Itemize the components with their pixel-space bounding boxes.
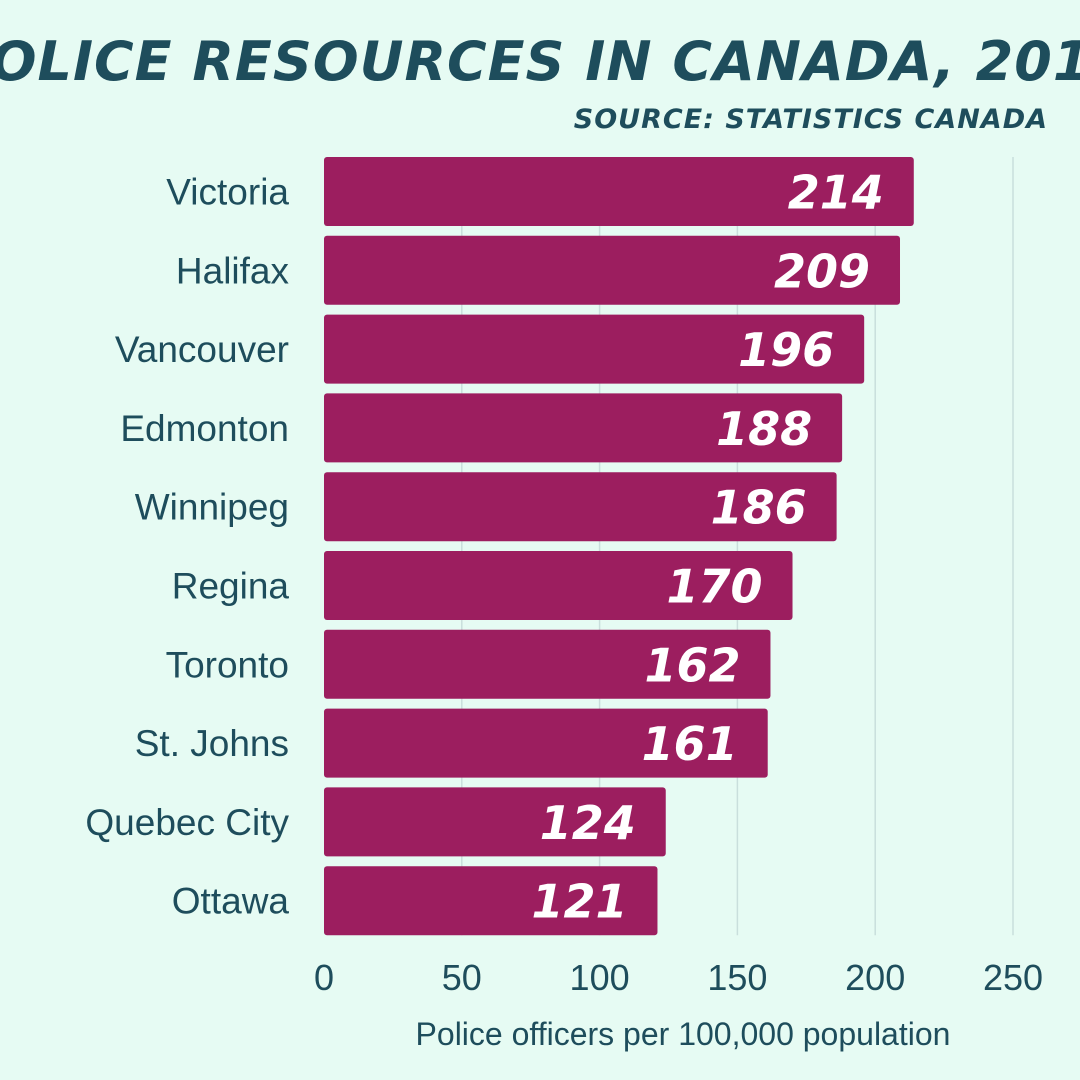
x-tick-label: 0 xyxy=(314,957,334,998)
bar xyxy=(324,157,914,226)
x-axis-title: Police officers per 100,000 population xyxy=(416,1016,951,1052)
chart-title: POLICE RESOURCES IN CANADA, 2019 xyxy=(0,30,1080,93)
value-label: 196 xyxy=(738,323,834,377)
value-label: 214 xyxy=(788,166,884,220)
bar xyxy=(324,235,901,305)
value-label: 186 xyxy=(711,481,807,535)
bar xyxy=(324,472,837,542)
x-tick-label: 200 xyxy=(845,957,905,998)
bar xyxy=(324,551,793,620)
value-label: 161 xyxy=(642,717,738,771)
category-label: Victoria xyxy=(166,172,289,213)
bar xyxy=(324,708,768,778)
x-tick-label: 250 xyxy=(983,957,1043,998)
bar xyxy=(324,866,658,936)
chart-subtitle: SOURCE: STATISTICS CANADA xyxy=(574,104,1048,135)
category-label: Edmonton xyxy=(120,408,289,449)
value-label: 124 xyxy=(540,796,636,850)
x-tick-label: 150 xyxy=(707,957,767,998)
value-label: 170 xyxy=(666,560,762,614)
x-axis-ticks: 0 50 100 150 200 250 xyxy=(314,957,1043,998)
category-label: Winnipeg xyxy=(135,487,289,528)
category-label: St. Johns xyxy=(135,723,289,764)
category-label: Regina xyxy=(172,566,290,607)
bars xyxy=(324,157,914,936)
category-label: Ottawa xyxy=(172,881,290,922)
category-label: Halifax xyxy=(176,250,290,291)
category-label: Toronto xyxy=(166,644,289,685)
category-label: Vancouver xyxy=(115,329,289,370)
x-tick-label: 100 xyxy=(570,957,630,998)
category-label: Quebec City xyxy=(85,802,289,843)
value-label: 209 xyxy=(774,244,870,298)
value-label: 162 xyxy=(644,638,740,692)
value-label: 188 xyxy=(716,402,812,456)
category-labels: Victoria Halifax Vancouver Edmonton Winnipeg… xyxy=(85,172,289,922)
bar xyxy=(324,629,771,699)
value-label: 121 xyxy=(531,875,627,929)
x-tick-label: 50 xyxy=(442,957,482,998)
bar xyxy=(324,314,865,384)
bar xyxy=(324,393,843,463)
bar xyxy=(324,787,666,857)
